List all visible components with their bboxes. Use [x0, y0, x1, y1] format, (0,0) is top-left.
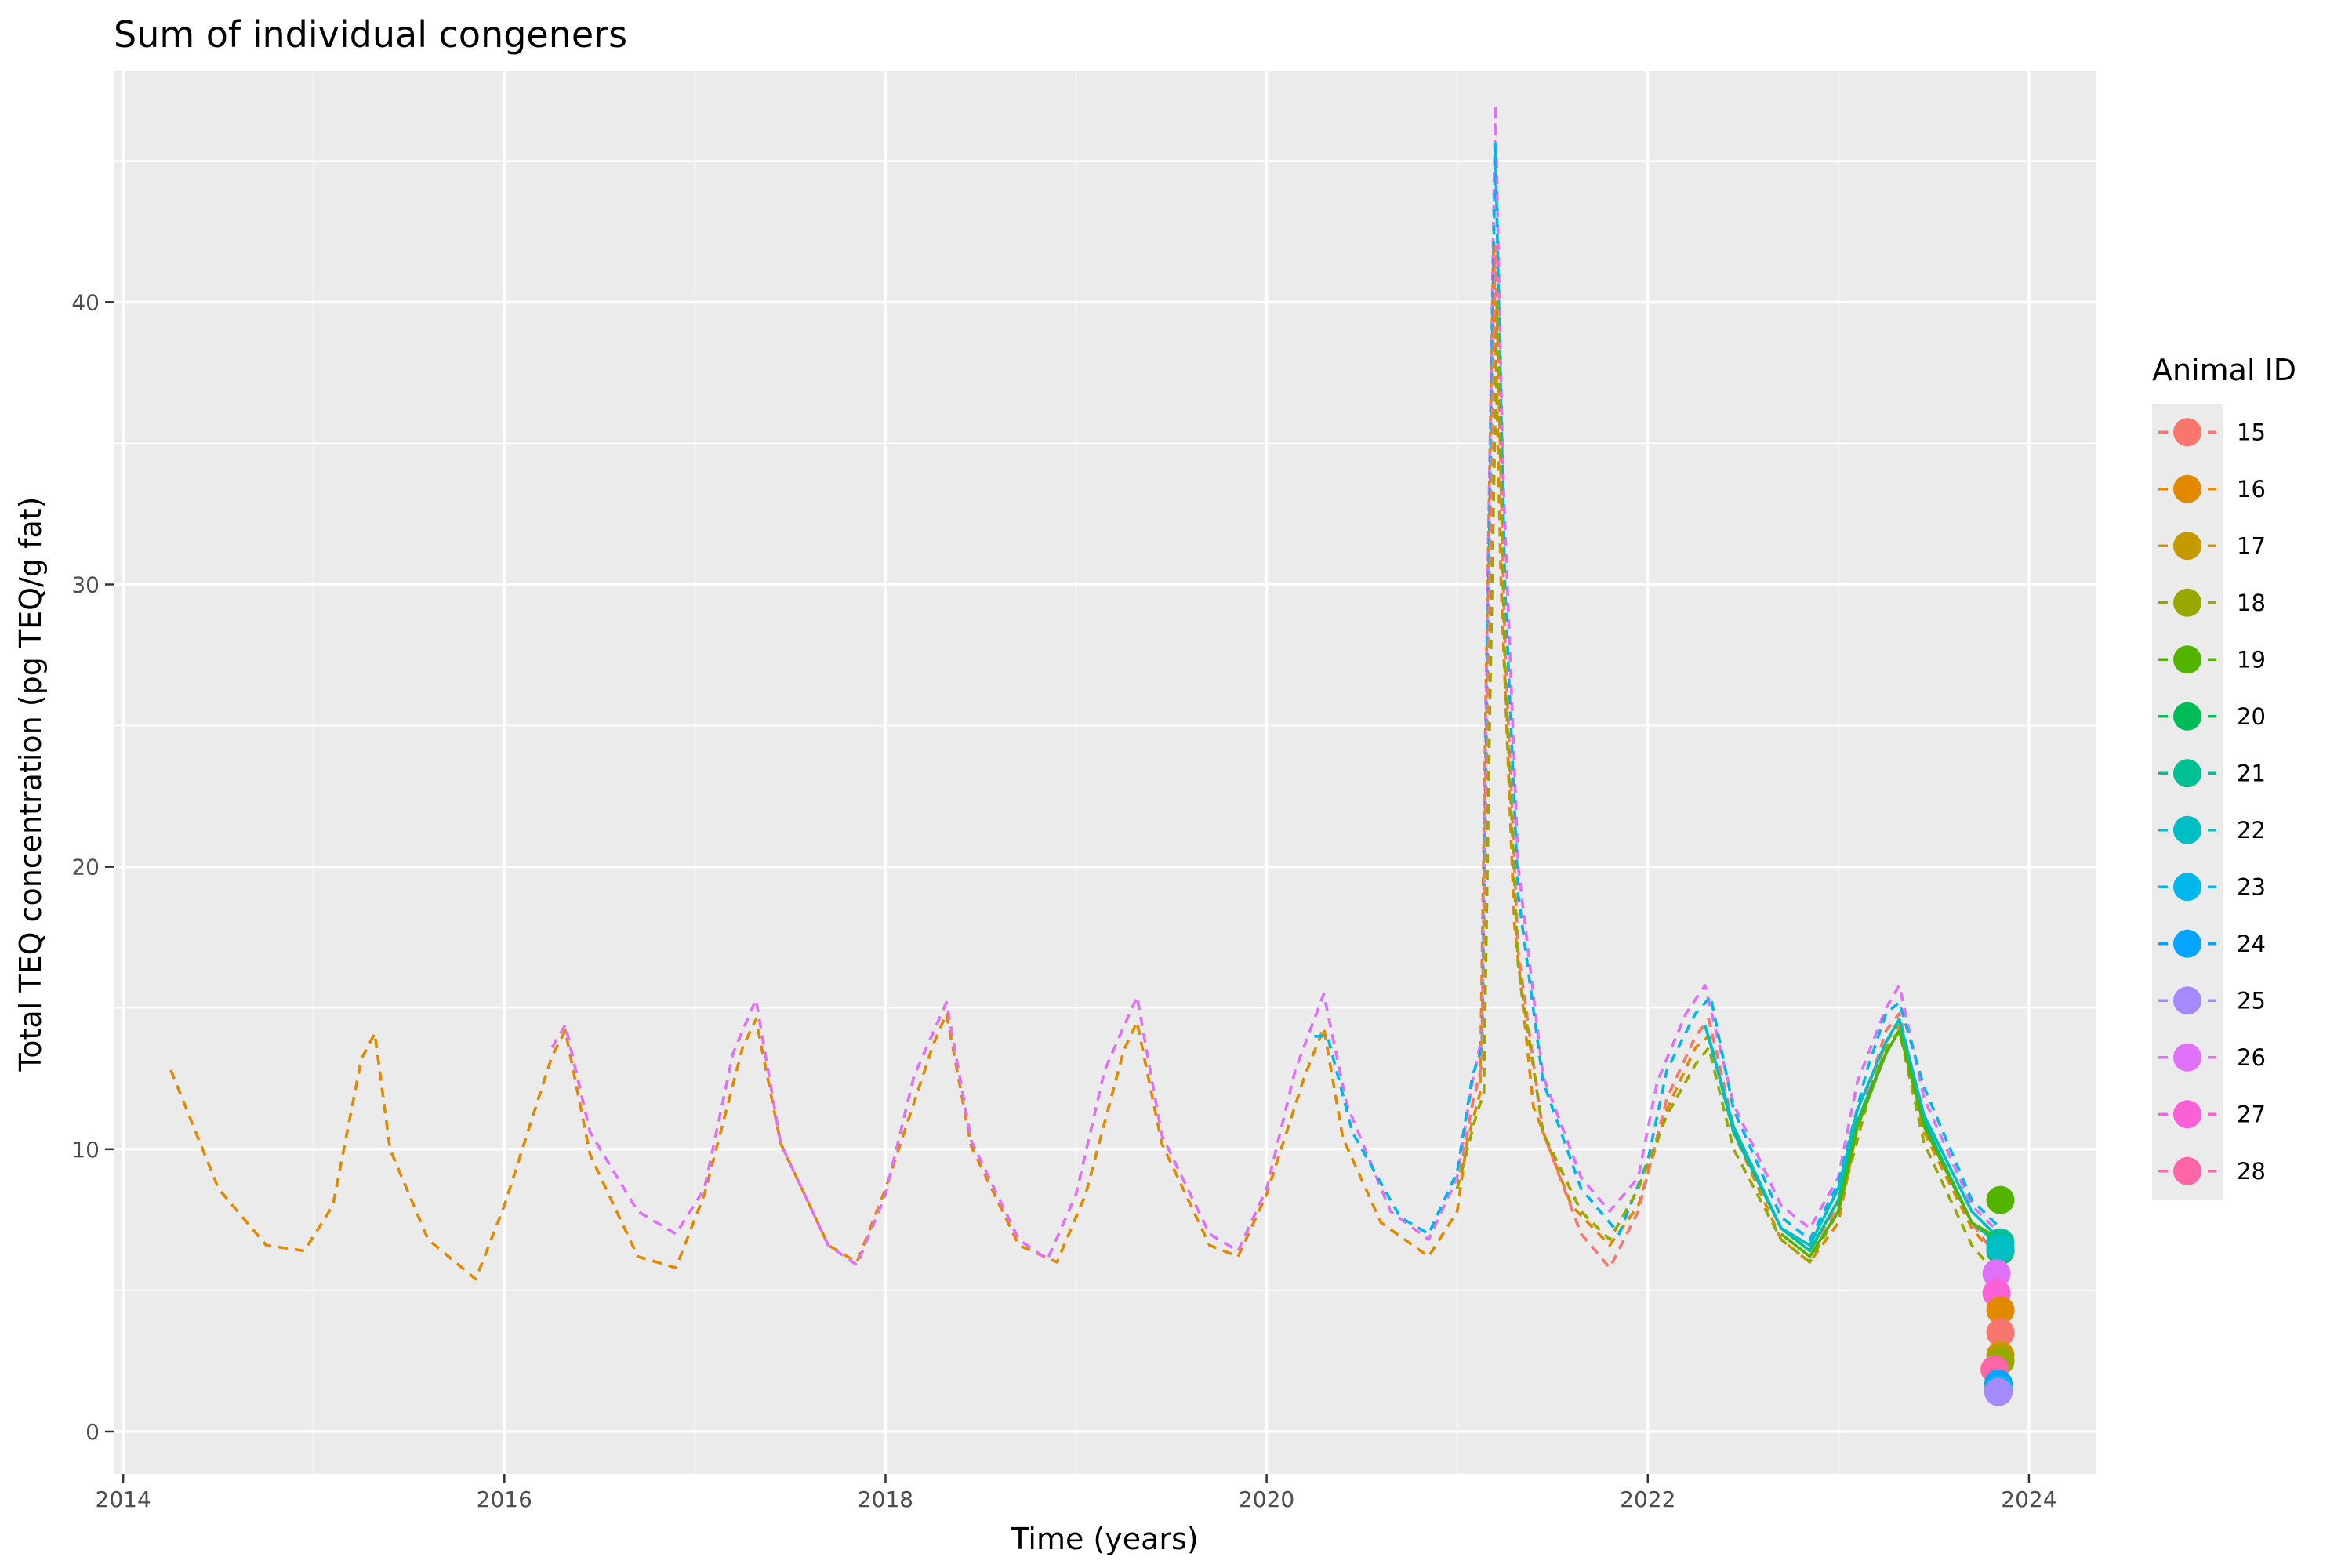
- y-tick-label: 0: [85, 1419, 100, 1445]
- x-tick-label: 2014: [96, 1486, 151, 1512]
- legend-item-20: 20: [2158, 702, 2266, 731]
- legend-key-point: [2173, 1043, 2201, 1072]
- end-point-15: [1986, 1318, 2015, 1347]
- y-tick-label: 20: [71, 855, 100, 880]
- legend-item-26: 26: [2158, 1043, 2266, 1072]
- series-line-15: [1455, 244, 2002, 1269]
- legend-label: 19: [2237, 646, 2266, 673]
- x-tick-label: 2016: [477, 1486, 532, 1512]
- end-point-16: [1986, 1296, 2015, 1325]
- chart-title: Sum of individual congeners: [114, 13, 627, 56]
- legend-label: 28: [2237, 1158, 2266, 1185]
- legend-item-24: 24: [2158, 929, 2266, 958]
- legend-item-25: 25: [2158, 986, 2266, 1015]
- x-tick-label: 2020: [1239, 1486, 1294, 1512]
- series-line-19: [1780, 1029, 2002, 1258]
- legend: Animal ID 15 16 17 18 19 20 21 22 23 24 25 26 27 28: [2152, 353, 2296, 1200]
- x-tick-label: 2022: [1620, 1486, 1675, 1512]
- y-tick-label: 30: [71, 572, 100, 597]
- legend-item-23: 23: [2158, 873, 2266, 902]
- end-point-25: [1984, 1377, 2013, 1406]
- legend-label: 27: [2237, 1101, 2266, 1127]
- legend-key-point: [2173, 1100, 2201, 1129]
- legend-key-point: [2173, 986, 2201, 1015]
- legend-key-point: [2173, 588, 2201, 617]
- legend-item-21: 21: [2158, 759, 2266, 788]
- legend-item-15: 15: [2158, 418, 2266, 447]
- legend-label: 20: [2237, 703, 2266, 730]
- legend-item-18: 18: [2158, 588, 2266, 617]
- legend-label: 15: [2237, 419, 2266, 445]
- y-tick-label: 40: [71, 289, 100, 315]
- plot-panel: [114, 71, 2096, 1474]
- legend-title: Animal ID: [2152, 353, 2296, 387]
- legend-label: 24: [2237, 931, 2266, 957]
- legend-key-point: [2173, 645, 2201, 674]
- legend-item-22: 22: [2158, 815, 2266, 844]
- legend-key-point: [2173, 1156, 2201, 1185]
- end-points: [1980, 1185, 2015, 1406]
- panel-background: [114, 71, 2096, 1474]
- legend-label: 23: [2237, 873, 2266, 900]
- y-tick-label: 10: [71, 1137, 100, 1163]
- legend-label: 16: [2237, 476, 2266, 503]
- legend-label: 18: [2237, 590, 2266, 616]
- legend-key-point: [2173, 702, 2201, 731]
- x-axis-title: Time (years): [1010, 1522, 1198, 1556]
- x-tick-label: 2024: [2001, 1486, 2056, 1512]
- legend-key-point: [2173, 418, 2201, 447]
- legend-key-point: [2173, 873, 2201, 902]
- series-line-26: [550, 103, 2002, 1267]
- series-line-23: [1314, 142, 2002, 1241]
- end-point-19: [1986, 1185, 2015, 1214]
- legend-item-27: 27: [2158, 1100, 2266, 1129]
- legend-key-point: [2173, 815, 2201, 844]
- legend-label: 17: [2237, 532, 2266, 559]
- axes: 2014 2016 2018 2020 2022 2024 0 10 20 30 40: [71, 289, 2056, 1512]
- legend-label: 26: [2237, 1044, 2266, 1071]
- legend-item-17: 17: [2158, 532, 2266, 561]
- legend-key-point: [2173, 474, 2201, 503]
- series-line-22: [1703, 1018, 2002, 1247]
- legend-item-16: 16: [2158, 474, 2266, 503]
- end-point-26: [1982, 1259, 2011, 1288]
- legend-label: 22: [2237, 817, 2266, 844]
- legend-key-background: [2152, 404, 2223, 1200]
- series-lines: [169, 103, 2002, 1281]
- series-line-18: [1455, 300, 2002, 1280]
- end-point-22: [1986, 1233, 2015, 1262]
- legend-label: 21: [2237, 760, 2266, 786]
- legend-key-point: [2173, 929, 2201, 958]
- legend-item-28: 28: [2158, 1156, 2266, 1185]
- legend-key-point: [2173, 532, 2201, 561]
- legend-key-point: [2173, 759, 2201, 788]
- y-axis-title: Total TEQ concentration (pg TEQ/g fat): [13, 497, 48, 1073]
- legend-item-19: 19: [2158, 645, 2266, 674]
- legend-label: 25: [2237, 987, 2266, 1014]
- x-tick-label: 2018: [858, 1486, 913, 1512]
